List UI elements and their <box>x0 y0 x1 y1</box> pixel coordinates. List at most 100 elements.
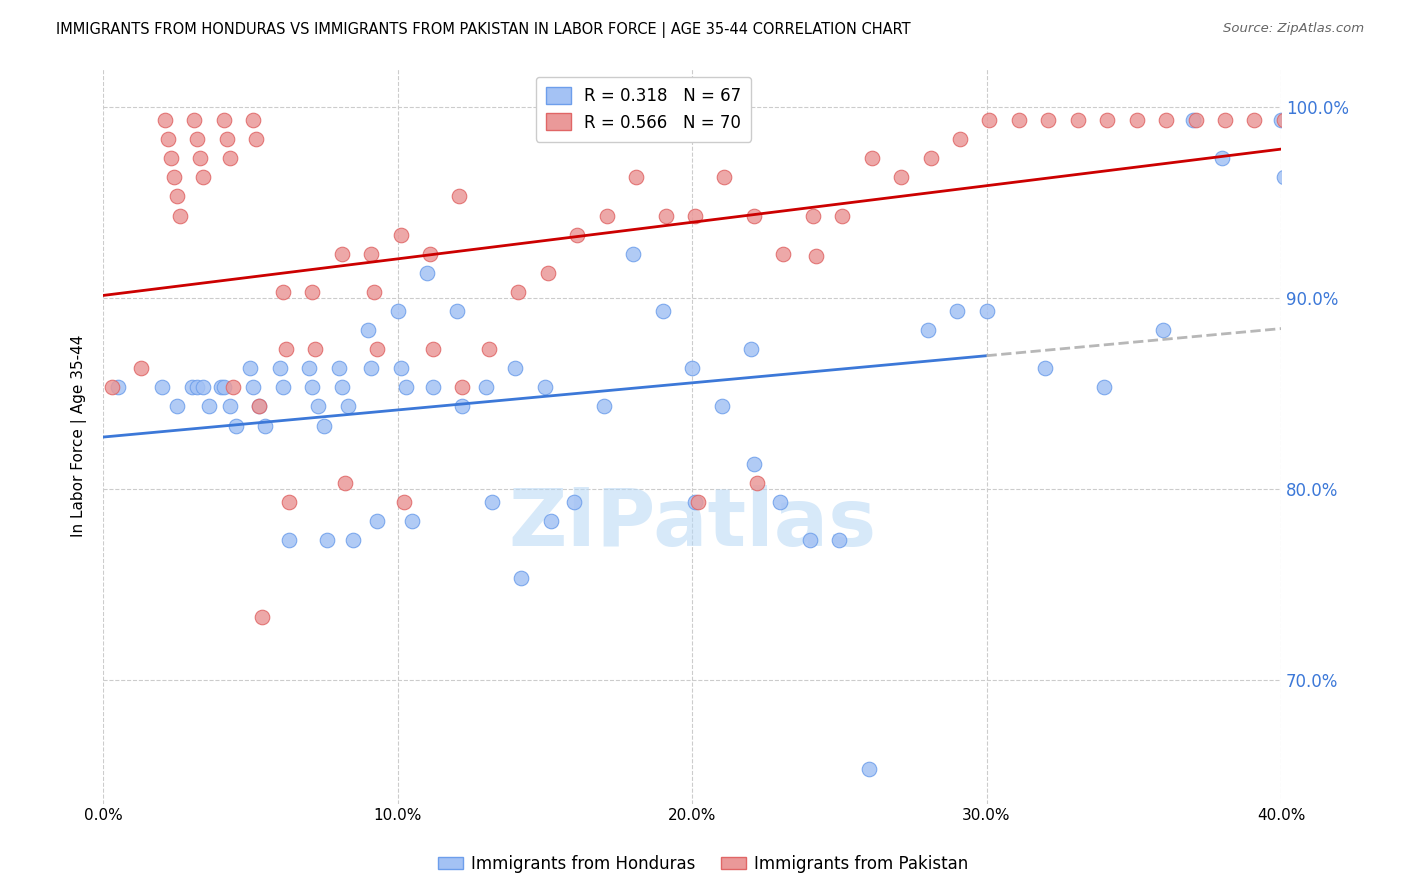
Point <box>537 266 560 280</box>
Point <box>166 189 188 203</box>
Point <box>222 380 245 394</box>
Point <box>831 209 853 223</box>
Point <box>917 323 939 337</box>
Point <box>740 342 762 356</box>
Point <box>336 400 359 414</box>
Point <box>242 113 264 128</box>
Point <box>592 400 614 414</box>
Point <box>342 533 364 548</box>
Point <box>416 266 439 280</box>
Point <box>153 113 176 128</box>
Point <box>156 132 179 146</box>
Point <box>242 380 264 394</box>
Point <box>225 418 247 433</box>
Point <box>363 285 385 299</box>
Point <box>366 514 388 528</box>
Point <box>742 209 765 223</box>
Point <box>180 380 202 394</box>
Point <box>163 170 186 185</box>
Point <box>858 762 880 776</box>
Point <box>540 514 562 528</box>
Point <box>510 571 533 585</box>
Point <box>478 342 501 356</box>
Point <box>451 400 474 414</box>
Point <box>481 495 503 509</box>
Point <box>449 189 471 203</box>
Point <box>651 304 673 318</box>
Point <box>686 495 709 509</box>
Point <box>215 132 238 146</box>
Point <box>333 475 356 490</box>
Point <box>828 533 851 548</box>
Point <box>193 380 215 394</box>
Point <box>1211 151 1233 165</box>
Point <box>1152 323 1174 337</box>
Point <box>1097 113 1119 128</box>
Point <box>301 380 323 394</box>
Point <box>330 246 353 260</box>
Point <box>1067 113 1090 128</box>
Point <box>1361 113 1384 128</box>
Text: ZIPatlas: ZIPatlas <box>508 485 876 563</box>
Point <box>395 380 418 394</box>
Point <box>742 457 765 471</box>
Point <box>979 113 1001 128</box>
Point <box>166 400 188 414</box>
Point <box>1092 380 1115 394</box>
Point <box>562 495 585 509</box>
Text: Source: ZipAtlas.com: Source: ZipAtlas.com <box>1223 22 1364 36</box>
Text: IMMIGRANTS FROM HONDURAS VS IMMIGRANTS FROM PAKISTAN IN LABOR FORCE | AGE 35-44 : IMMIGRANTS FROM HONDURAS VS IMMIGRANTS F… <box>56 22 911 38</box>
Point <box>920 151 942 165</box>
Point <box>1213 113 1236 128</box>
Point <box>312 418 335 433</box>
Point <box>307 400 329 414</box>
Point <box>198 400 221 414</box>
Point <box>1331 113 1354 128</box>
Point <box>508 285 530 299</box>
Point <box>713 170 735 185</box>
Point <box>218 400 240 414</box>
Point <box>976 304 998 318</box>
Y-axis label: In Labor Force | Age 35-44: In Labor Force | Age 35-44 <box>72 334 87 537</box>
Point <box>1125 113 1147 128</box>
Point <box>1038 113 1060 128</box>
Point <box>209 380 232 394</box>
Point <box>422 342 444 356</box>
Point <box>769 495 792 509</box>
Point <box>183 113 205 128</box>
Point <box>446 304 468 318</box>
Point <box>1302 113 1324 128</box>
Point <box>1270 113 1292 128</box>
Point <box>804 249 827 263</box>
Point <box>946 304 969 318</box>
Point <box>419 246 441 260</box>
Point <box>366 342 388 356</box>
Point <box>190 151 212 165</box>
Point <box>131 361 153 376</box>
Point <box>274 342 297 356</box>
Point <box>169 209 191 223</box>
Point <box>212 380 235 394</box>
Point <box>567 227 589 242</box>
Point <box>596 209 619 223</box>
Point <box>1184 113 1206 128</box>
Point <box>387 304 409 318</box>
Point <box>298 361 321 376</box>
Point <box>801 209 824 223</box>
Point <box>389 361 412 376</box>
Point <box>212 113 235 128</box>
Point <box>654 209 676 223</box>
Point <box>150 380 173 394</box>
Point <box>250 609 273 624</box>
Point <box>107 380 129 394</box>
Point <box>247 400 270 414</box>
Point <box>401 514 423 528</box>
Point <box>1035 361 1057 376</box>
Point <box>475 380 498 394</box>
Point <box>389 227 412 242</box>
Point <box>360 246 382 260</box>
Point <box>772 246 794 260</box>
Point <box>1272 170 1295 185</box>
Point <box>710 400 733 414</box>
Point <box>1154 113 1177 128</box>
